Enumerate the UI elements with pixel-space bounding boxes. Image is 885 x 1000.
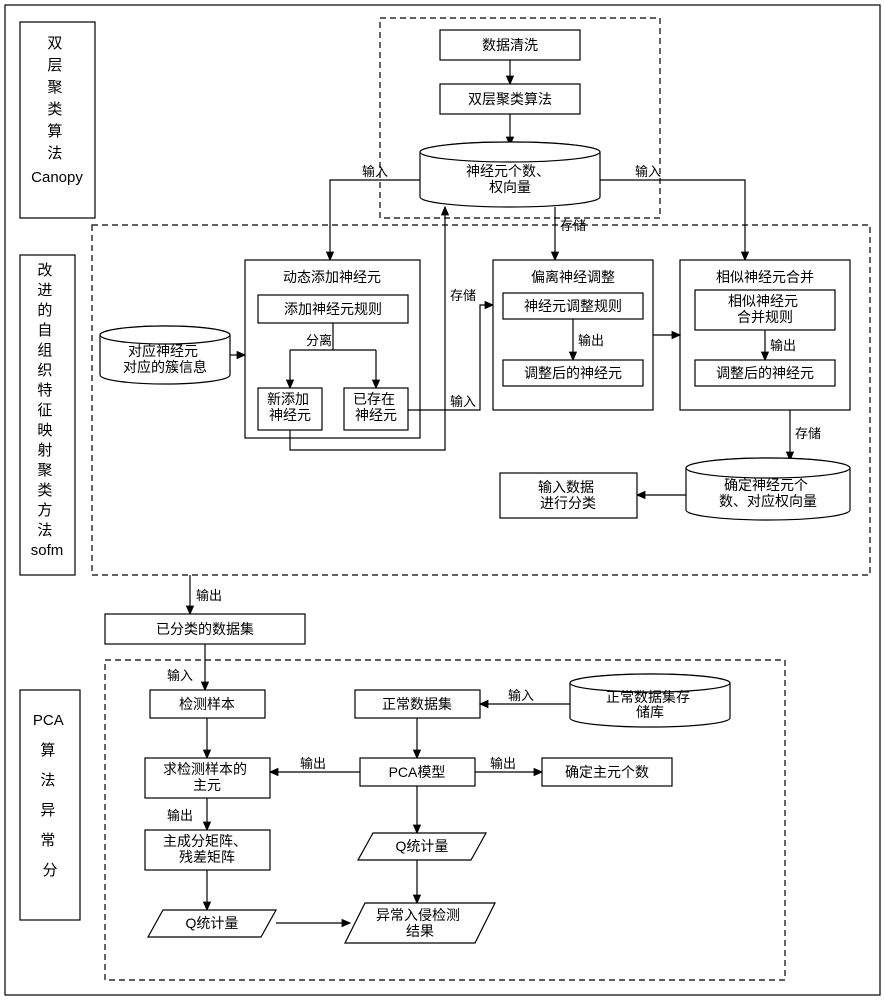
svg-text:输出: 输出 — [770, 338, 796, 353]
dyn-group: 动态添加神经元 添加神经元规则 分离 新添加 神经元 已存在 神经元 — [245, 260, 420, 438]
svg-text:分离: 分离 — [306, 333, 332, 348]
svg-text:新添加 神经元: 新添加 神经元 — [267, 391, 313, 423]
lbl-store-1: 存储 — [560, 218, 586, 233]
lbl-output-3: 输出 — [490, 756, 516, 771]
data-clean-text: 数据清洗 — [482, 37, 538, 53]
neuron-db: 神经元个数、 权向量 — [420, 142, 600, 207]
detect-text: 检测样本 — [179, 696, 235, 712]
svg-text:确定神经元个 数、对应权向量: 确定神经元个 数、对应权向量 — [719, 477, 817, 509]
svg-text:调整后的神经元: 调整后的神经元 — [716, 365, 814, 381]
pca-text: PCA模型 — [389, 764, 446, 780]
lbl-input-5: 输入 — [508, 688, 534, 703]
lbl-store-2: 存储 — [450, 288, 476, 303]
lbl-input-1: 输入 — [362, 164, 388, 179]
classified-text: 已分类的数据集 — [156, 621, 254, 637]
lbl-store-3: 存储 — [795, 426, 821, 441]
flowchart-root: 双 层 聚 类 算 法 Canopy 数据清洗 双层聚类算法 神经元个数、 权向… — [0, 0, 885, 1000]
svg-text:输出: 输出 — [578, 333, 604, 348]
svg-text:对应神经元 对应的簇信息: 对应神经元 对应的簇信息 — [123, 343, 207, 375]
final-db: 确定神经元个 数、对应权向量 — [686, 458, 850, 520]
lbl-output-2: 输出 — [300, 756, 326, 771]
svg-text:添加神经元规则: 添加神经元规则 — [284, 301, 382, 317]
lbl-output-1: 输出 — [196, 588, 222, 603]
svg-text:神经元调整规则: 神经元调整规则 — [524, 298, 622, 314]
normal-text: 正常数据集 — [382, 696, 452, 712]
svg-text:动态添加神经元: 动态添加神经元 — [283, 269, 381, 285]
q-right-text: Q统计量 — [396, 838, 449, 854]
dev-group: 偏离神经调整 神经元调整规则 输出 调整后的神经元 — [493, 260, 653, 410]
normal-store: 正常数据集存 储库 — [570, 674, 730, 727]
q-left-text: Q统计量 — [186, 915, 239, 931]
classify-text: 输入数据 进行分类 — [538, 479, 598, 511]
svg-text:调整后的神经元: 调整后的神经元 — [524, 365, 622, 381]
canopy-text: 双层聚类算法 — [468, 91, 552, 107]
svg-text:偏离神经调整: 偏离神经调整 — [531, 269, 615, 285]
lbl-input-2: 输入 — [635, 164, 661, 179]
svg-text:相似神经元合并: 相似神经元合并 — [716, 269, 814, 285]
lbl-input-4: 输入 — [167, 668, 193, 683]
svg-text:相似神经元 合并规则: 相似神经元 合并规则 — [728, 293, 802, 325]
count-text: 确定主元个数 — [565, 764, 649, 780]
sim-group: 相似神经元合并 相似神经元 合并规则 输出 调整后的神经元 — [680, 260, 850, 410]
svg-text:已存在 神经元: 已存在 神经元 — [353, 391, 399, 423]
lbl-input-3: 输入 — [450, 394, 476, 409]
cluster-db: 对应神经元 对应的簇信息 — [100, 326, 230, 384]
lbl-output-4: 输出 — [167, 808, 193, 823]
